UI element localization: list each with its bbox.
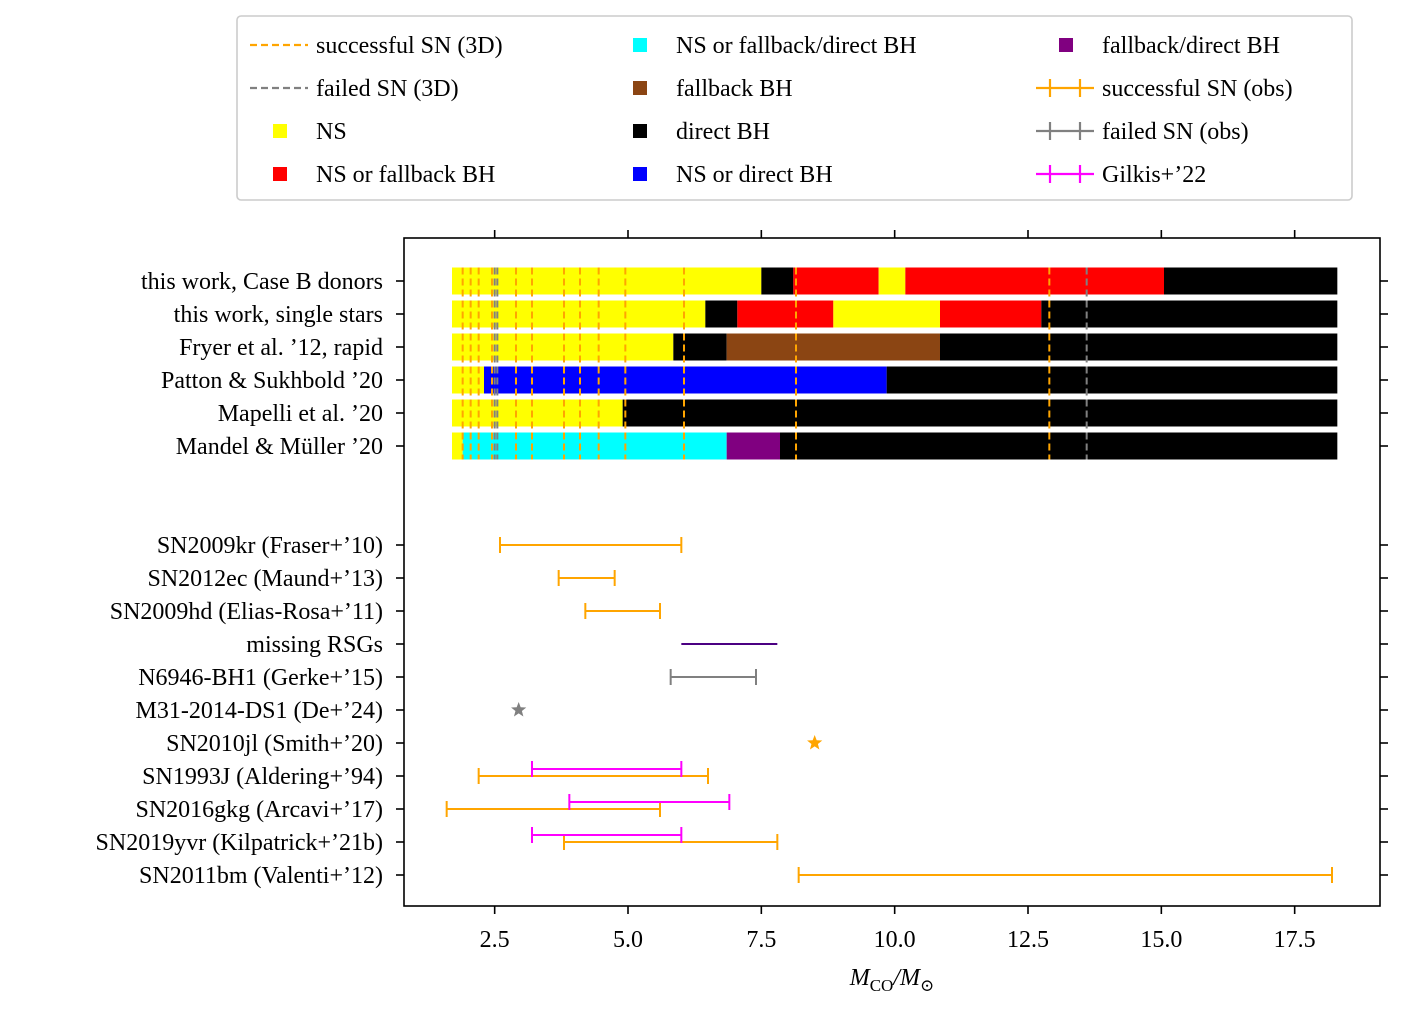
x-tick-label: 17.5	[1274, 927, 1316, 953]
bar-segment	[462, 432, 727, 460]
legend-label: direct BH	[676, 119, 770, 145]
x-tick-label: 5.0	[613, 927, 643, 953]
row-label: SN2019yvr (Kilpatrick+’21b)	[96, 830, 383, 856]
legend-label: successful SN (3D)	[316, 33, 503, 59]
model-bars	[452, 267, 1338, 460]
legend-label: NS	[316, 119, 347, 145]
legend-label: NS or direct BH	[676, 162, 833, 188]
legend-square-icon	[633, 81, 647, 95]
row-label: SN2010jl (Smith+’20)	[166, 731, 383, 757]
row-label: M31-2014-DS1 (De+’24)	[136, 698, 384, 724]
legend-frame	[236, 15, 1353, 201]
bar-segment	[886, 366, 1338, 394]
legend-label: fallback/direct BH	[1102, 33, 1280, 59]
legend-label: Gilkis+’22	[1102, 162, 1206, 188]
row-label: this work, Case B donors	[141, 269, 383, 295]
bar-segment	[1041, 300, 1338, 328]
bar-segment	[484, 366, 887, 394]
row-label: Mandel & Müller ’20	[176, 434, 383, 460]
bar-segment	[780, 432, 1338, 460]
row-label: this work, single stars	[174, 302, 383, 328]
bar-segment	[833, 300, 940, 328]
row-label: Fryer et al. ’12, rapid	[179, 335, 383, 361]
x-axis-label: MCO/M⊙	[849, 965, 935, 995]
bar-segment	[726, 333, 940, 361]
row-label: SN2011bm (Valenti+’12)	[139, 863, 383, 889]
row-label: missing RSGs	[246, 632, 383, 658]
bar-segment	[940, 333, 1338, 361]
x-tick-label: 10.0	[874, 927, 916, 953]
bar-segment	[1164, 267, 1338, 295]
legend-label: fallback BH	[676, 76, 793, 102]
legend-square-icon	[1059, 38, 1073, 52]
legend-label: NS or fallback BH	[316, 162, 495, 188]
bar-segment	[452, 300, 706, 328]
legend-square-icon	[633, 124, 647, 138]
bar-segment	[622, 399, 1338, 427]
bar-segment	[940, 300, 1042, 328]
row-label: SN2009kr (Fraser+’10)	[157, 533, 383, 559]
legend-square-icon	[633, 167, 647, 181]
bar-segment	[878, 267, 906, 295]
x-tick-label: 2.5	[480, 927, 510, 953]
bar-segment	[452, 267, 762, 295]
legend-square-icon	[273, 124, 287, 138]
row-label: SN2009hd (Elias-Rosa+’11)	[110, 599, 383, 625]
legend-label: successful SN (obs)	[1102, 76, 1293, 102]
bar-segment	[452, 333, 674, 361]
bar-segment	[726, 432, 780, 460]
x-tick-label: 15.0	[1140, 927, 1182, 953]
row-label: Mapelli et al. ’20	[218, 401, 383, 427]
sn-3d-lines	[461, 267, 1088, 460]
legend-square-icon	[273, 167, 287, 181]
x-tick-label: 12.5	[1007, 927, 1049, 953]
legend-label: failed SN (obs)	[1102, 119, 1249, 145]
bar-segment	[905, 267, 1164, 295]
axis-ticks: 2.5 5.0 7.5 10.0 12.5 15.0 17.5	[396, 230, 1388, 953]
legend: successful SN (3D) failed SN (3D) NS NS or …	[236, 15, 1353, 201]
star-marker	[807, 735, 823, 750]
observation-bars	[445, 537, 1333, 883]
row-label: Patton & Sukhbold ’20	[161, 368, 383, 394]
legend-entries: successful SN (3D) failed SN (3D) NS NS or …	[250, 33, 1293, 188]
bar-segment	[793, 267, 879, 295]
bar-segment	[705, 300, 738, 328]
bar-segment	[761, 267, 794, 295]
x-tick-label: 7.5	[746, 927, 776, 953]
bar-segment	[452, 399, 623, 427]
legend-label: NS or fallback/direct BH	[676, 33, 917, 59]
row-label: SN2012ec (Maund+’13)	[148, 566, 384, 592]
row-label: SN1993J (Aldering+’94)	[142, 764, 383, 790]
bar-segment	[452, 432, 463, 460]
star-marker	[511, 702, 527, 717]
legend-label: failed SN (3D)	[316, 76, 459, 102]
plot-frame	[403, 237, 1381, 907]
row-label: SN2016gkg (Arcavi+’17)	[136, 797, 384, 823]
legend-square-icon	[633, 38, 647, 52]
bar-segment	[673, 333, 727, 361]
row-label: N6946-BH1 (Gerke+’15)	[138, 665, 383, 691]
row-labels: this work, Case B donors this work, singl…	[96, 269, 383, 889]
bar-segment	[737, 300, 834, 328]
